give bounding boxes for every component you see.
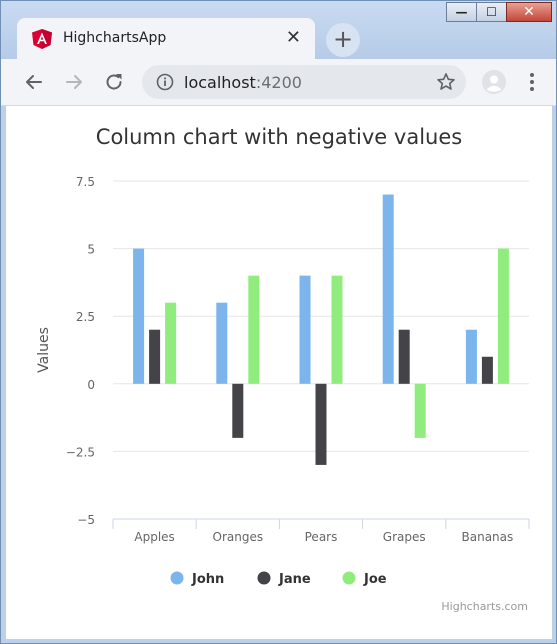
x-tick-label: Pears	[305, 530, 338, 544]
maximize-button[interactable]: ☐	[476, 2, 507, 22]
y-axis-label: Values	[36, 327, 52, 373]
title-bar: HighchartsApp ✕ + — ☐ ✕	[1, 1, 556, 59]
url-text[interactable]: localhost:4200	[184, 73, 302, 92]
forward-arrow-icon[interactable]	[63, 71, 85, 93]
url-port: :4200	[255, 73, 302, 92]
legend-label: John	[191, 572, 224, 587]
url-host: localhost	[184, 73, 256, 92]
back-arrow-icon[interactable]	[23, 71, 45, 93]
bar-joe-apples[interactable]	[165, 302, 177, 384]
legend-marker	[342, 571, 356, 585]
bar-jane-pears[interactable]	[315, 383, 327, 465]
bar-john-oranges[interactable]	[216, 302, 228, 384]
bar-jane-apples[interactable]	[149, 329, 161, 384]
bar-john-apples[interactable]	[133, 248, 145, 384]
bar-jane-grapes[interactable]	[398, 329, 410, 384]
close-icon: ✕	[523, 4, 535, 20]
bar-jane-oranges[interactable]	[232, 383, 244, 438]
legend-item-joe[interactable]: Joe	[342, 571, 387, 588]
bar-joe-bananas[interactable]	[497, 248, 509, 384]
x-tick-label: Bananas	[462, 530, 514, 544]
bar-john-bananas[interactable]	[465, 329, 477, 384]
legend-label: Joe	[363, 572, 387, 587]
y-tick-label: −5	[77, 513, 95, 527]
y-tick-label: 7.5	[76, 175, 95, 189]
new-tab-button[interactable]: +	[326, 23, 360, 57]
bar-joe-oranges[interactable]	[248, 275, 260, 384]
kebab-menu-icon[interactable]	[529, 72, 535, 92]
legend-item-jane[interactable]: Jane	[257, 571, 311, 588]
legend-marker	[257, 571, 271, 585]
close-window-button[interactable]: ✕	[506, 2, 552, 22]
browser-toolbar: localhost:4200	[1, 59, 556, 106]
browser-tab[interactable]: HighchartsApp ✕	[17, 18, 315, 59]
minimize-icon: —	[455, 5, 468, 19]
angular-logo-icon	[32, 29, 52, 49]
legend: John Jane Joe	[170, 571, 387, 588]
bars	[133, 194, 509, 465]
bar-joe-pears[interactable]	[331, 275, 343, 384]
x-axis: Apples Oranges Pears Grapes Bananas	[112, 518, 530, 544]
y-tick-label: 5	[87, 243, 95, 257]
window-controls: — ☐ ✕	[446, 2, 552, 24]
y-tick-label: 2.5	[76, 310, 95, 324]
minimize-button[interactable]: —	[446, 2, 477, 22]
reload-icon[interactable]	[103, 71, 125, 93]
star-icon[interactable]	[436, 72, 456, 92]
maximize-icon: ☐	[486, 5, 497, 19]
bar-jane-bananas[interactable]	[481, 356, 493, 384]
y-tick-label: 0	[87, 378, 95, 392]
credits-link[interactable]: Highcharts.com	[441, 600, 528, 613]
bar-john-pears[interactable]	[299, 275, 311, 384]
address-bar[interactable]: localhost:4200	[142, 65, 466, 99]
y-tick-label: −2.5	[66, 445, 95, 459]
x-tick-label: Grapes	[383, 530, 426, 544]
y-axis-ticks: 7.5 5 2.5 0 −2.5 −5	[66, 175, 95, 527]
column-chart: Column chart with negative values Values…	[36, 125, 530, 613]
legend-label: Jane	[278, 572, 311, 587]
tab-close-icon[interactable]: ✕	[285, 27, 301, 48]
page-content: Column chart with negative values Values…	[6, 106, 552, 639]
legend-marker	[170, 571, 184, 585]
x-tick-label: Apples	[134, 530, 174, 544]
chart-title: Column chart with negative values	[96, 125, 462, 149]
bar-joe-grapes[interactable]	[414, 383, 426, 438]
legend-item-john[interactable]: John	[170, 571, 225, 588]
tab-title: HighchartsApp	[63, 30, 167, 46]
avatar-icon[interactable]	[482, 70, 506, 94]
bar-john-grapes[interactable]	[382, 194, 394, 384]
x-tick-label: Oranges	[213, 530, 264, 544]
info-icon[interactable]	[156, 73, 174, 91]
